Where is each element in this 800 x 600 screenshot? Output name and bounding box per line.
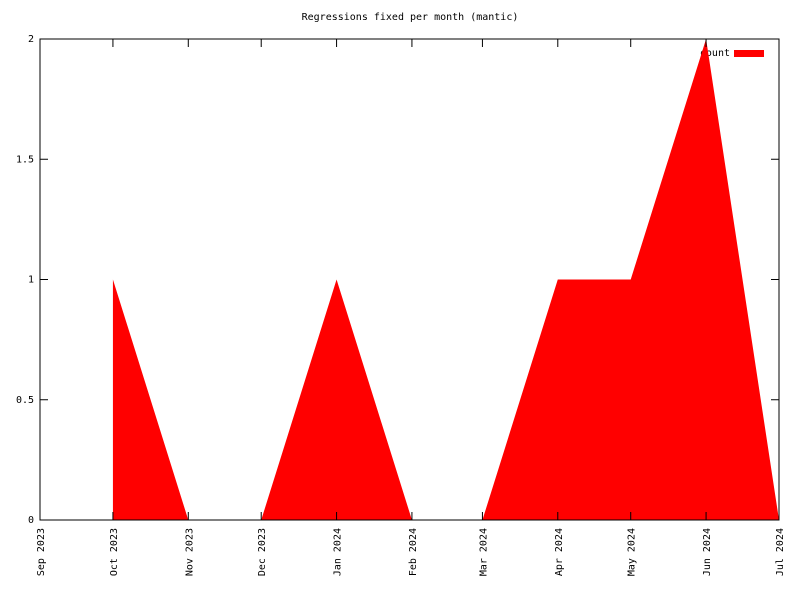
y-tick-label: 1 [28, 275, 34, 286]
y-tick-label: 1.5 [16, 154, 34, 165]
x-tick-label: Jan 2024 [333, 528, 344, 576]
x-tick-label: Apr 2024 [554, 528, 565, 576]
x-tick-label: Jun 2024 [702, 528, 713, 576]
y-tick-label: 0 [28, 515, 34, 526]
legend-swatch [734, 50, 764, 57]
area [112, 39, 780, 520]
x-tick-label: Mar 2024 [478, 528, 489, 576]
x-tick-label: Oct 2023 [109, 528, 120, 576]
legend-label: count [700, 48, 730, 59]
x-tick-label: May 2024 [627, 528, 638, 576]
x-tick-label: Dec 2023 [257, 528, 268, 576]
x-tick-label: Sep 2023 [36, 528, 47, 576]
y-tick-label: 0.5 [16, 395, 34, 406]
y-tick-label: 2 [28, 34, 34, 45]
x-tick-label: Nov 2023 [184, 528, 195, 576]
x-tick-label: Feb 2024 [408, 528, 419, 576]
chart-title: Regressions fixed per month (mantic) [302, 12, 519, 23]
x-tick-label: Jul 2024 [775, 528, 786, 576]
